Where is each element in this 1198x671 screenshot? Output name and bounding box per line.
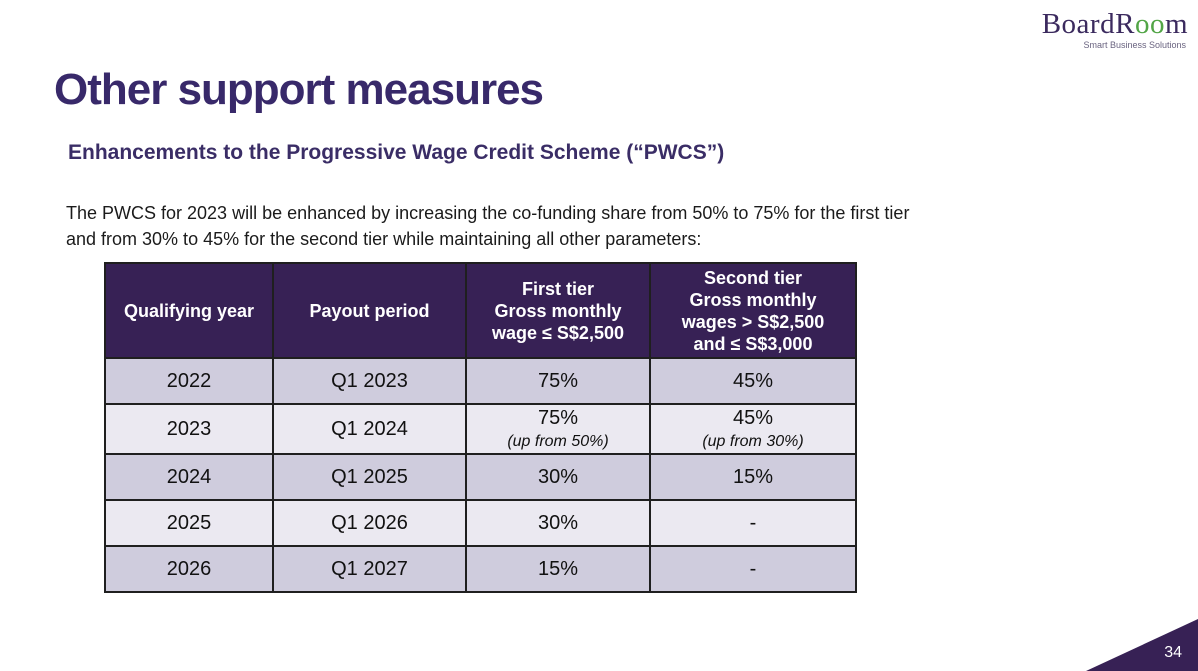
table-cell: 2023 [104, 402, 274, 456]
pwcs-table: Qualifying year Payout period First tier G… [104, 262, 857, 594]
pwcs-table-container: Qualifying year Payout period First tier G… [104, 262, 857, 594]
cell-note: (up from 50%) [507, 433, 609, 450]
table-cell: Q1 2024 [272, 402, 467, 456]
table-row: 2022 Q1 2023 75% 45% [104, 357, 857, 405]
logo-wordmark: BoardRoom [1042, 10, 1188, 39]
cell-value: Q1 2025 [331, 465, 408, 488]
cell-value: 30% [537, 511, 579, 534]
page-number: 34 [1164, 644, 1182, 661]
table-cell: 30% [465, 453, 651, 502]
cell-note: (up from 30%) [702, 433, 804, 450]
column-header: First tier Gross monthly wage ≤ S$2,500 [465, 262, 651, 359]
cell-value: 30% [537, 465, 579, 488]
table-cell: 30% [465, 499, 651, 548]
boardroom-logo: BoardRoom Smart Business Solutions [1042, 10, 1188, 50]
table-cell: 2025 [104, 499, 274, 548]
table-cell: 15% [465, 545, 651, 594]
table-body: 2022 Q1 2023 75% 45% 2023 Q1 2024 75% (up from … [104, 357, 857, 594]
table-header-row: Qualifying year Payout period First tier G… [104, 262, 857, 359]
table-cell: 15% [649, 453, 857, 502]
cell-value: - [749, 557, 757, 580]
table-cell: 2024 [104, 453, 274, 502]
table-cell: Q1 2023 [272, 357, 467, 405]
cell-value: 75% [537, 369, 579, 392]
column-header: Payout period [272, 262, 467, 359]
logo-wordmark-suffix: m [1164, 8, 1188, 40]
table-cell: - [649, 545, 857, 594]
table-cell: 45% (up from 30%) [649, 402, 857, 456]
cell-value: 45% [732, 407, 774, 429]
cell-value: Q1 2023 [331, 369, 408, 392]
cell-value: 2024 [166, 465, 212, 488]
section-subtitle: Enhancements to the Progressive Wage Cre… [68, 141, 725, 165]
table-cell: 45% [649, 357, 857, 405]
table-cell: Q1 2025 [272, 453, 467, 502]
table-cell: Q1 2026 [272, 499, 467, 548]
table-cell: Q1 2027 [272, 545, 467, 594]
cell-value: 2025 [166, 511, 212, 534]
table-cell: 2022 [104, 357, 274, 405]
page-title: Other support measures [54, 65, 544, 115]
logo-wordmark-prefix: BoardR [1041, 8, 1135, 40]
cell-value: - [749, 511, 757, 534]
table-row: 2025 Q1 2026 30% - [104, 499, 857, 548]
table-cell: - [649, 499, 857, 548]
cell-value: 15% [732, 465, 774, 488]
logo-wordmark-oo: oo [1134, 8, 1165, 40]
cell-value: 45% [732, 369, 774, 392]
table-row: 2023 Q1 2024 75% (up from 50%) 45% (up from 3… [104, 402, 857, 456]
cell-value: 15% [537, 557, 579, 580]
table-cell: 75% (up from 50%) [465, 402, 651, 456]
cell-value: 2026 [166, 557, 212, 580]
cell-value: 2023 [166, 417, 212, 440]
table-row: 2026 Q1 2027 15% - [104, 545, 857, 594]
table-cell: 2026 [104, 545, 274, 594]
cell-value: 2022 [166, 369, 212, 392]
cell-value: Q1 2024 [331, 417, 408, 440]
cell-value: Q1 2026 [331, 511, 408, 534]
body-paragraph: The PWCS for 2023 will be enhanced by in… [66, 203, 910, 249]
table-cell: 75% [465, 357, 651, 405]
logo-tagline: Smart Business Solutions [1083, 40, 1186, 50]
cell-value: Q1 2027 [331, 557, 408, 580]
column-header: Qualifying year [104, 262, 274, 359]
cell-value: 75% [537, 407, 579, 429]
table-row: 2024 Q1 2025 30% 15% [104, 453, 857, 502]
column-header: Second tier Gross monthly wages > S$2,50… [649, 262, 857, 359]
